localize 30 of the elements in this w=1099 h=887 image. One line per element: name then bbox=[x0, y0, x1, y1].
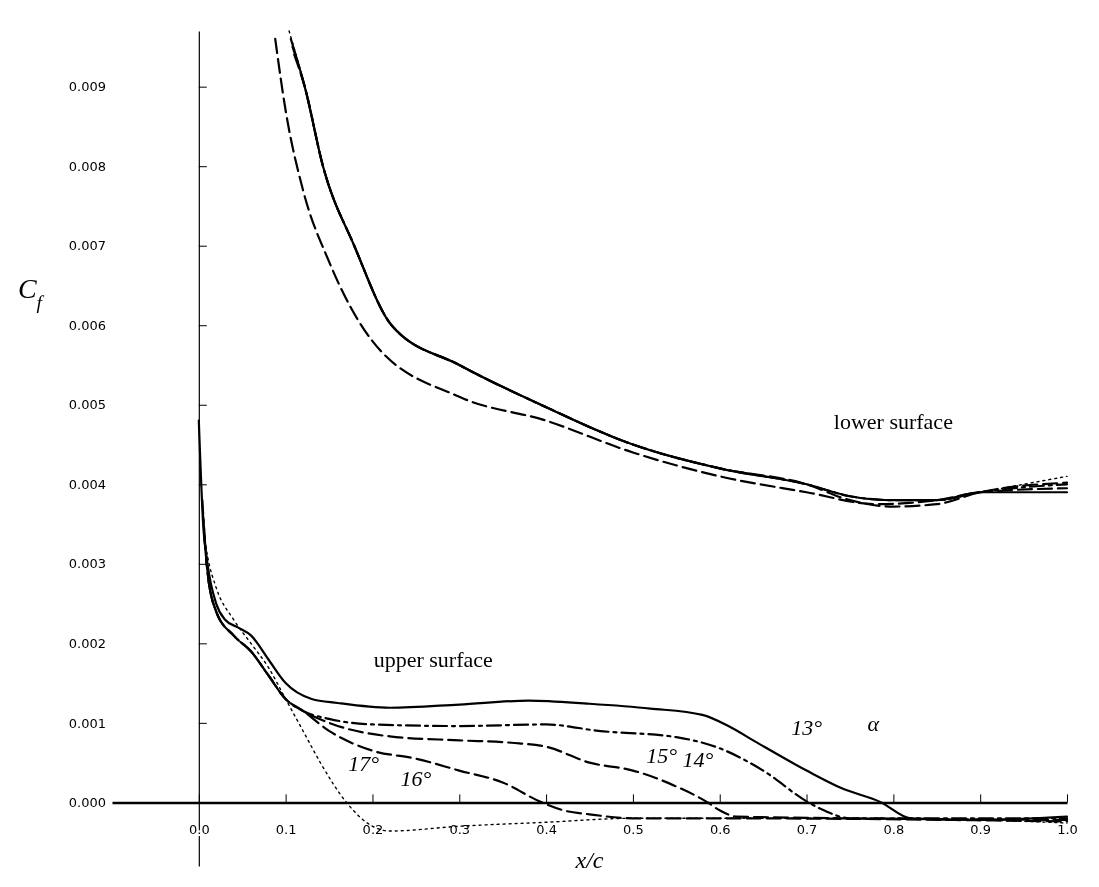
annotation: 16° bbox=[400, 766, 432, 792]
x-tick-label: 0.2 bbox=[362, 821, 384, 837]
y-tick-label: 0.008 bbox=[68, 158, 106, 174]
y-tick-label: 0.009 bbox=[68, 79, 106, 95]
annotation: 13° bbox=[791, 714, 823, 740]
y-tick-label: 0.001 bbox=[68, 715, 106, 731]
x-axis-title: x/c bbox=[574, 847, 604, 873]
annotation: 14° bbox=[682, 746, 714, 772]
annotation: upper surface bbox=[373, 647, 493, 673]
y-axis-title: C$_{f}$ bbox=[17, 273, 45, 313]
x-tick-label: 1.0 bbox=[1057, 821, 1078, 837]
y-tick-label: 0.005 bbox=[68, 397, 106, 413]
annotation: 15° bbox=[646, 743, 678, 769]
x-tick-label: 0.6 bbox=[709, 821, 731, 837]
x-tick-label: 0.4 bbox=[536, 821, 557, 837]
annotation: lower surface bbox=[833, 408, 953, 434]
y-tick-label: 0.003 bbox=[68, 556, 106, 572]
x-tick-label: 0.3 bbox=[449, 821, 471, 837]
y-tick-label: 0.000 bbox=[68, 795, 106, 811]
annotation: 17° bbox=[348, 750, 380, 776]
y-tick-label: 0.002 bbox=[68, 635, 106, 651]
x-tick-label: 0.5 bbox=[623, 821, 644, 837]
annotation: α bbox=[867, 710, 880, 736]
x-tick-label: 0.9 bbox=[970, 821, 992, 837]
y-tick-label: 0.007 bbox=[68, 238, 106, 254]
y-tick-label: 0.006 bbox=[68, 317, 106, 333]
x-tick-label: 0.1 bbox=[275, 821, 297, 837]
y-tick-label: 0.004 bbox=[68, 476, 106, 492]
x-tick-label: 0.8 bbox=[883, 821, 905, 837]
x-tick-label: 0.7 bbox=[796, 821, 818, 837]
